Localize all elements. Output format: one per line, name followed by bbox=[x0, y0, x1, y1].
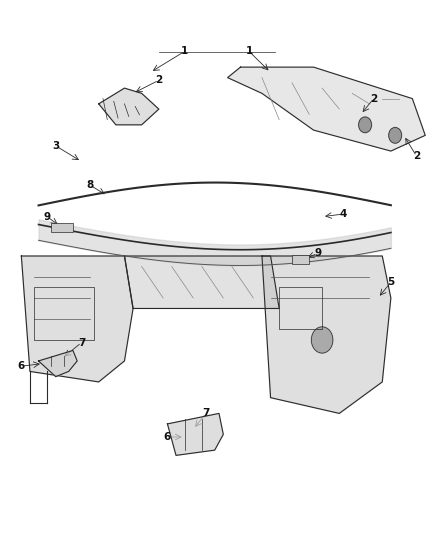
Text: 9: 9 bbox=[314, 248, 321, 259]
Text: 7: 7 bbox=[202, 408, 210, 418]
Polygon shape bbox=[99, 88, 159, 125]
Text: 5: 5 bbox=[387, 277, 395, 287]
Polygon shape bbox=[21, 256, 133, 382]
Text: 3: 3 bbox=[52, 141, 60, 151]
Polygon shape bbox=[262, 256, 391, 414]
Text: 7: 7 bbox=[78, 337, 85, 348]
Text: 2: 2 bbox=[155, 75, 162, 85]
Polygon shape bbox=[39, 350, 77, 377]
Polygon shape bbox=[228, 67, 425, 151]
Circle shape bbox=[389, 127, 402, 143]
Text: 9: 9 bbox=[43, 212, 51, 222]
Bar bbox=[51, 223, 73, 232]
Bar bbox=[292, 255, 309, 264]
Circle shape bbox=[311, 327, 333, 353]
Polygon shape bbox=[167, 414, 223, 455]
Bar bbox=[34, 287, 95, 340]
Bar bbox=[279, 287, 322, 329]
Circle shape bbox=[359, 117, 371, 133]
Polygon shape bbox=[124, 256, 279, 309]
Text: 1: 1 bbox=[245, 46, 253, 56]
Text: 2: 2 bbox=[413, 151, 420, 161]
Text: 8: 8 bbox=[86, 180, 94, 190]
Text: 2: 2 bbox=[370, 94, 377, 103]
Text: 6: 6 bbox=[18, 361, 25, 371]
Text: 1: 1 bbox=[181, 46, 188, 56]
Text: 4: 4 bbox=[340, 209, 347, 219]
Text: 6: 6 bbox=[164, 432, 171, 442]
